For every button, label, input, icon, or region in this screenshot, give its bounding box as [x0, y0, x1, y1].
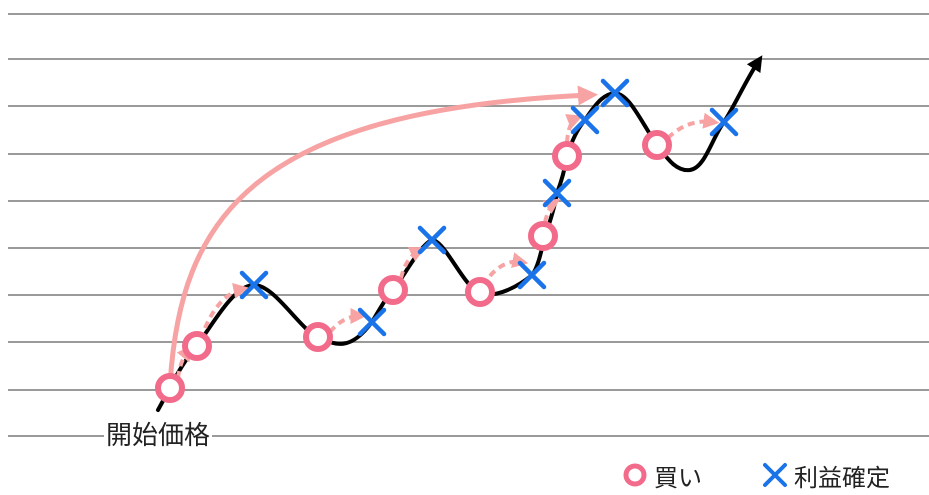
legend-buy-label: 買い: [654, 463, 702, 492]
take-profit-marker: [517, 260, 547, 290]
grid-lines: [8, 13, 929, 437]
take-profit-marker: [600, 78, 630, 108]
circle-icon: [623, 463, 647, 487]
take-profit-markers: [239, 78, 739, 337]
legend-buy: 買い: [622, 460, 702, 492]
take-profit-marker: [542, 178, 572, 208]
take-profit-marker: [570, 105, 600, 135]
take-profit-marker: [709, 107, 739, 137]
cross-icon: [763, 463, 787, 487]
take-profit-marker: [357, 307, 387, 337]
buy-marker: [182, 331, 212, 361]
buy-marker: [303, 322, 333, 352]
legend-take-profit: 利益確定: [762, 460, 890, 492]
price-line: [156, 55, 763, 412]
take-profit-marker: [239, 270, 269, 300]
buy-marker: [642, 130, 672, 160]
buy-marker: [552, 141, 582, 171]
buy-marker: [528, 221, 558, 251]
start-price-label: 開始価格: [104, 420, 213, 452]
buy-marker: [155, 373, 185, 403]
long-term-arrow: [167, 85, 598, 386]
buy-marker: [378, 275, 408, 305]
buy-markers: [155, 130, 672, 403]
buy-marker: [465, 277, 495, 307]
take-profit-marker: [417, 225, 447, 255]
legend-take-profit-label: 利益確定: [794, 463, 890, 492]
